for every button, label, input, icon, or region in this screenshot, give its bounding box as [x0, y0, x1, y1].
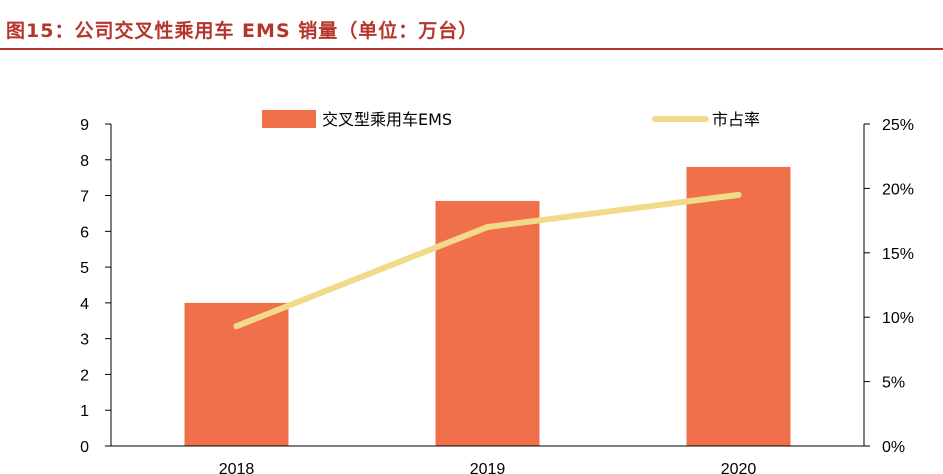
line-point-2019	[484, 224, 491, 231]
title-divider	[0, 48, 943, 50]
x-tick-label: 2019	[470, 461, 506, 474]
legend-bar-swatch	[262, 110, 316, 128]
left-tick-label: 0	[80, 439, 89, 456]
x-tick-label: 2018	[219, 461, 255, 474]
legend-bar-label: 交叉型乘用车EMS	[322, 110, 452, 129]
left-tick-label: 8	[80, 153, 89, 170]
left-tick-label: 3	[80, 332, 89, 349]
legend: 交叉型乘用车EMS 市占率	[262, 110, 760, 129]
legend-line-label: 市占率	[712, 110, 760, 129]
left-tick-label: 9	[80, 117, 89, 134]
line-point-2020	[735, 191, 742, 198]
left-tick-label: 4	[80, 296, 89, 313]
left-tick-label: 1	[80, 403, 89, 420]
line-group	[233, 191, 742, 330]
figure-title: 图15：公司交叉性乘用车 EMS 销量（单位：万台）	[6, 20, 479, 42]
bar-2019	[435, 200, 540, 446]
left-tick-label: 2	[80, 367, 89, 384]
x-tick-labels: 2018 2019 2020	[219, 461, 757, 474]
bars-group	[184, 166, 791, 446]
left-tick-label: 6	[80, 224, 89, 241]
right-tick-label: 15%	[882, 246, 914, 263]
x-tick-label: 2020	[721, 461, 757, 474]
right-tick-label: 5%	[882, 375, 905, 392]
left-tick-label: 7	[80, 189, 89, 206]
left-tick-labels: 0 1 2 3 4 5 6 7 8 9	[80, 117, 111, 456]
left-tick-label: 5	[80, 260, 89, 277]
line-point-2018	[233, 323, 240, 330]
bar-2020	[686, 166, 791, 446]
right-tick-labels: 0% 5% 10% 15% 20% 25%	[864, 117, 914, 456]
right-tick-label: 10%	[882, 310, 914, 327]
right-tick-label: 0%	[882, 439, 905, 456]
right-tick-label: 20%	[882, 181, 914, 198]
right-tick-label: 25%	[882, 117, 914, 134]
axes-group	[110, 124, 865, 447]
